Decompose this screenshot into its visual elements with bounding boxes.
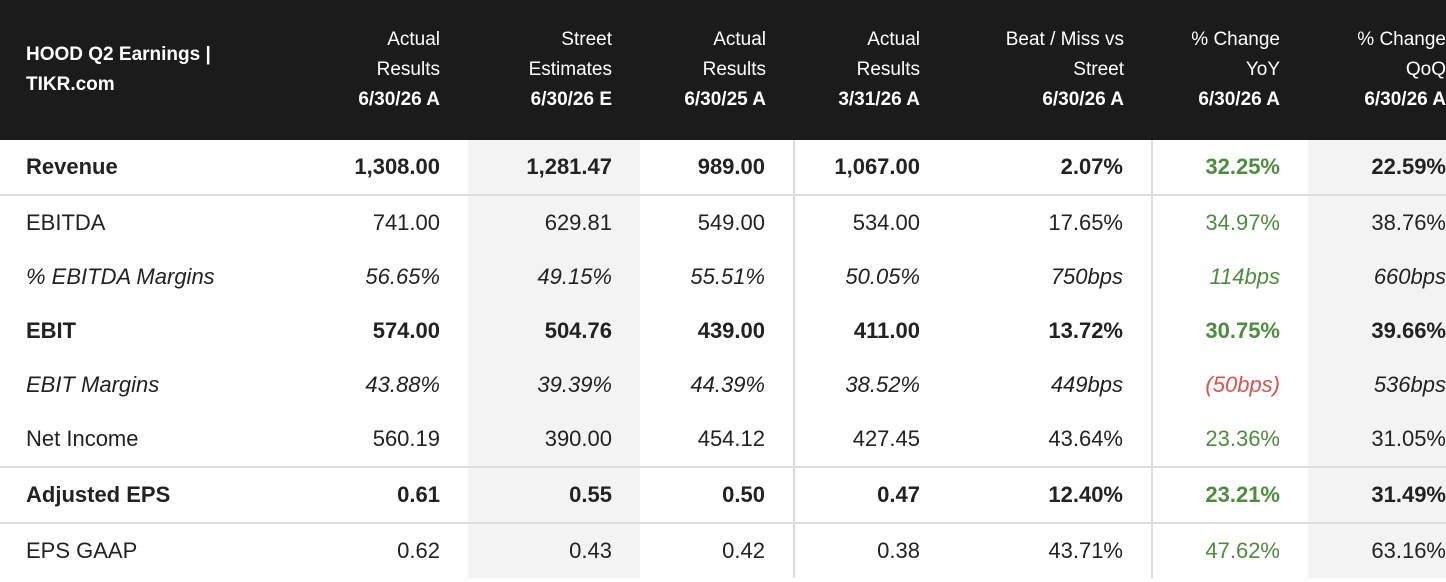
row-label: Revenue <box>26 154 118 179</box>
header-cell: Actual Results 6/30/26 A <box>314 0 468 140</box>
cell: 56.65% <box>365 264 440 289</box>
cell: 2.07% <box>1060 154 1123 179</box>
title: HOOD Q2 Earnings | TIKR.com <box>26 44 211 95</box>
cell: 17.65% <box>948 194 1152 250</box>
cell: 114bps <box>1151 250 1308 304</box>
header-title: HOOD Q2 Earnings | TIKR.com <box>0 0 314 140</box>
cell: 31.05% <box>1308 412 1446 467</box>
header-date: 6/30/26 A <box>1364 89 1446 110</box>
cell: 454.12 <box>697 426 765 451</box>
cell: 536bps <box>1308 358 1446 412</box>
cell: 43.88% <box>365 372 440 397</box>
cell: 427.45 <box>793 412 948 467</box>
cell: 989.00 <box>697 154 765 179</box>
row-label: EBITDA <box>0 194 314 250</box>
cell: 1,308.00 <box>354 154 440 179</box>
row-label: Net Income <box>26 426 139 451</box>
header-label: Actual Results <box>376 29 440 80</box>
cell: 31.49% <box>1308 466 1446 523</box>
header-label: Street Estimates <box>528 29 612 80</box>
cell: 50.05% <box>793 250 948 304</box>
cell: 574.00 <box>372 318 440 343</box>
cell: 1,067.00 <box>793 140 948 195</box>
header-label: Actual Results <box>856 29 920 80</box>
row-label: EBIT Margins <box>26 372 160 397</box>
cell: 13.72% <box>1048 318 1123 343</box>
row-label: Adjusted EPS <box>0 466 314 523</box>
table-row: % EBITDA Margins 56.65% 49.15% 55.51% 50.05%… <box>0 250 1446 304</box>
cell: 560.19 <box>372 426 440 451</box>
cell: 534.00 <box>793 194 948 250</box>
cell: 0.43 <box>468 522 640 578</box>
cell: 1,281.47 <box>468 140 640 195</box>
cell: 449bps <box>1050 372 1123 397</box>
cell: 30.75% <box>1151 304 1308 358</box>
header-date: 6/30/26 A <box>358 89 440 110</box>
cell: 390.00 <box>468 412 640 467</box>
cell: 504.76 <box>468 304 640 358</box>
cell: 34.97% <box>1151 194 1308 250</box>
cell: 38.52% <box>793 358 948 412</box>
cell: 0.42 <box>640 522 794 578</box>
table-row: EPS GAAP 0.62 0.43 0.42 0.38 43.71% 47.62% 63.1… <box>0 522 1446 578</box>
cell: 629.81 <box>468 194 640 250</box>
cell: 0.62 <box>314 522 468 578</box>
header-label: % Change QoQ <box>1357 29 1446 80</box>
cell: 23.21% <box>1151 466 1308 523</box>
cell: 63.16% <box>1308 522 1446 578</box>
cell: 49.15% <box>468 250 640 304</box>
cell: 0.38 <box>793 522 948 578</box>
cell: 439.00 <box>697 318 765 343</box>
cell: 22.59% <box>1308 140 1446 195</box>
cell: 38.76% <box>1308 194 1446 250</box>
row-label: % EBITDA Margins <box>26 264 215 289</box>
cell: 741.00 <box>314 194 468 250</box>
cell: 0.55 <box>468 466 640 523</box>
header-cell: Street Estimates 6/30/26 E <box>468 0 640 140</box>
header-cell: Beat / Miss vs Street 6/30/26 A <box>948 0 1152 140</box>
cell: 549.00 <box>640 194 794 250</box>
table-row: Adjusted EPS 0.61 0.55 0.50 0.47 12.40% 23.21%… <box>0 466 1446 523</box>
cell: 0.61 <box>314 466 468 523</box>
header-cell: % Change QoQ 6/30/26 A <box>1308 0 1446 140</box>
cell: 39.66% <box>1308 304 1446 358</box>
cell: 55.51% <box>690 264 765 289</box>
cell: 660bps <box>1308 250 1446 304</box>
header-date: 3/31/26 A <box>838 89 920 110</box>
cell: 750bps <box>1050 264 1123 289</box>
header-cell: Actual Results 3/31/26 A <box>794 0 948 140</box>
header-label: Beat / Miss vs Street <box>1005 29 1124 80</box>
header-cell: % Change YoY 6/30/26 A <box>1152 0 1308 140</box>
cell: 12.40% <box>948 466 1152 523</box>
cell: (50bps) <box>1151 358 1308 412</box>
header-date: 6/30/26 A <box>1042 89 1124 110</box>
cell: 43.64% <box>1048 426 1123 451</box>
cell: 43.71% <box>948 522 1152 578</box>
row-label: EPS GAAP <box>0 522 314 578</box>
cell: 39.39% <box>468 358 640 412</box>
table-row: Net Income 560.19 390.00 454.12 427.45 43.64%… <box>0 412 1446 467</box>
cell: 47.62% <box>1151 522 1308 578</box>
header-row: HOOD Q2 Earnings | TIKR.com Actual Resul… <box>0 0 1446 140</box>
header-cell: Actual Results 6/30/25 A <box>640 0 794 140</box>
row-label: EBIT <box>26 318 77 343</box>
table-row: Revenue 1,308.00 1,281.47 989.00 1,067.00 2.0… <box>0 140 1446 195</box>
cell: 0.47 <box>793 466 948 523</box>
header-date: 6/30/26 A <box>1198 89 1280 110</box>
cell: 32.25% <box>1151 140 1308 195</box>
cell: 0.50 <box>640 466 794 523</box>
header-date: 6/30/25 A <box>684 89 766 110</box>
header-label: Actual Results <box>702 29 766 80</box>
cell: 411.00 <box>793 304 948 358</box>
header-date: 6/30/26 E <box>530 89 612 110</box>
cell: 44.39% <box>690 372 765 397</box>
table-row: EBIT Margins 43.88% 39.39% 44.39% 38.52% 449b… <box>0 358 1446 412</box>
header-label: % Change YoY <box>1191 29 1280 80</box>
cell: 23.36% <box>1151 412 1308 467</box>
table-row: EBITDA 741.00 629.81 549.00 534.00 17.65% 34.9… <box>0 194 1446 250</box>
table-row: EBIT 574.00 504.76 439.00 411.00 13.72% 30.75%… <box>0 304 1446 358</box>
